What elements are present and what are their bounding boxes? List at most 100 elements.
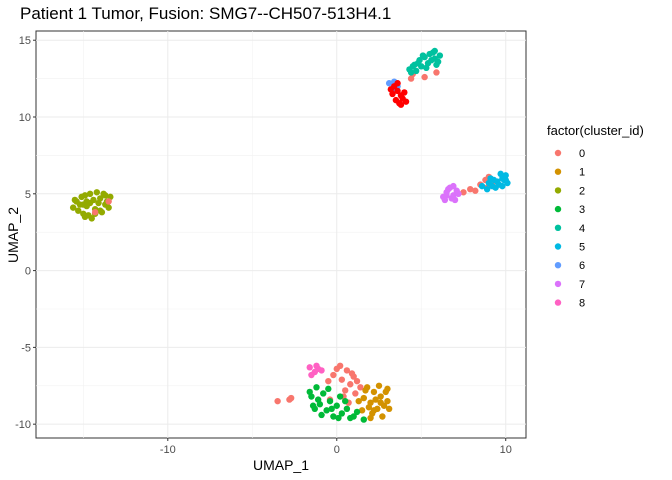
legend-label: 1 [579, 167, 585, 179]
data-point [313, 362, 320, 370]
data-point [336, 393, 344, 400]
data-point [487, 175, 494, 182]
data-point [394, 87, 401, 95]
data-point [370, 407, 378, 414]
legend-key [554, 280, 562, 288]
data-point [387, 86, 395, 93]
data-point [355, 397, 362, 405]
data-point [333, 402, 340, 409]
legend-key [554, 149, 562, 157]
data-point [367, 414, 374, 422]
data-point [333, 365, 340, 373]
legend-label: 4 [579, 223, 585, 235]
y-tick-label: -5 [21, 342, 31, 354]
legend-key [554, 299, 562, 306]
data-point [343, 367, 351, 374]
legend-key [554, 243, 562, 250]
data-point [338, 410, 346, 417]
legend: factor(cluster_id) 0 1 2 3 4 5 6 7 8 [547, 123, 644, 310]
data-point [360, 394, 367, 402]
data-point [350, 413, 357, 420]
data-point [412, 67, 420, 75]
legend-label: 3 [579, 204, 585, 216]
data-point [423, 64, 430, 72]
data-point [421, 73, 428, 81]
data-point [347, 381, 354, 388]
data-point [492, 184, 499, 191]
data-point [358, 407, 366, 414]
y-tick-label: 0 [25, 266, 31, 278]
data-point [309, 402, 317, 409]
data-point [419, 52, 427, 59]
data-point [460, 189, 467, 196]
data-point [443, 192, 450, 199]
legend-key [554, 262, 562, 269]
data-point [428, 56, 435, 64]
data-point [342, 387, 349, 394]
legend-key [554, 205, 562, 213]
axis-ticks: -10 0 10 -10 -5 0 5 10 15 [15, 35, 512, 456]
data-point [335, 414, 342, 422]
legend-key [554, 168, 562, 175]
data-point [81, 213, 89, 221]
data-point [499, 182, 506, 190]
data-point [483, 185, 491, 193]
data-point [370, 388, 378, 396]
legend-items: 0 1 2 3 4 5 6 7 8 [554, 148, 585, 310]
data-point [86, 190, 94, 197]
data-point [306, 364, 313, 371]
legend-label: 6 [579, 260, 585, 272]
data-point [362, 387, 369, 394]
data-point [379, 413, 386, 420]
data-point [75, 207, 82, 214]
data-point [467, 185, 474, 193]
data-point [445, 185, 452, 193]
data-points [69, 47, 511, 423]
data-point [431, 47, 438, 55]
data-point [90, 196, 97, 204]
data-point [353, 408, 361, 416]
data-point [372, 396, 379, 403]
data-point [308, 371, 315, 379]
plot-panel [35, 30, 527, 439]
y-axis-title: UMAP_2 [5, 207, 21, 263]
legend-label: 2 [579, 185, 585, 197]
legend-key [554, 224, 562, 231]
data-point [93, 189, 101, 196]
chart-title: Patient 1 Tumor, Fusion: SMG7--CH507-513… [20, 4, 391, 23]
data-point [478, 182, 486, 190]
data-point [320, 390, 327, 397]
data-point [325, 377, 332, 385]
data-point [360, 416, 367, 423]
data-point [80, 201, 87, 208]
data-point [407, 69, 415, 76]
data-point [95, 199, 102, 207]
data-point [357, 384, 364, 391]
data-point [314, 396, 322, 403]
legend-label: 8 [579, 298, 585, 310]
data-point [433, 69, 440, 76]
data-point [497, 170, 504, 178]
legend-label: 0 [579, 148, 585, 160]
data-point [385, 405, 393, 413]
data-point [318, 411, 325, 419]
data-point [105, 204, 112, 211]
grid-lines [36, 31, 526, 438]
data-point [342, 397, 349, 405]
data-point [97, 207, 104, 214]
data-point [325, 385, 332, 393]
data-point [433, 61, 440, 68]
data-point [402, 98, 410, 105]
data-point [384, 397, 391, 405]
data-point [394, 80, 401, 87]
data-point [377, 393, 384, 400]
x-tick-label: -10 [160, 444, 176, 456]
x-tick-label: 0 [334, 444, 340, 456]
data-point [286, 396, 293, 403]
data-point [318, 367, 325, 374]
data-point [338, 376, 346, 383]
data-point [353, 377, 361, 385]
data-point [105, 198, 112, 205]
x-tick-label: 10 [500, 444, 512, 456]
